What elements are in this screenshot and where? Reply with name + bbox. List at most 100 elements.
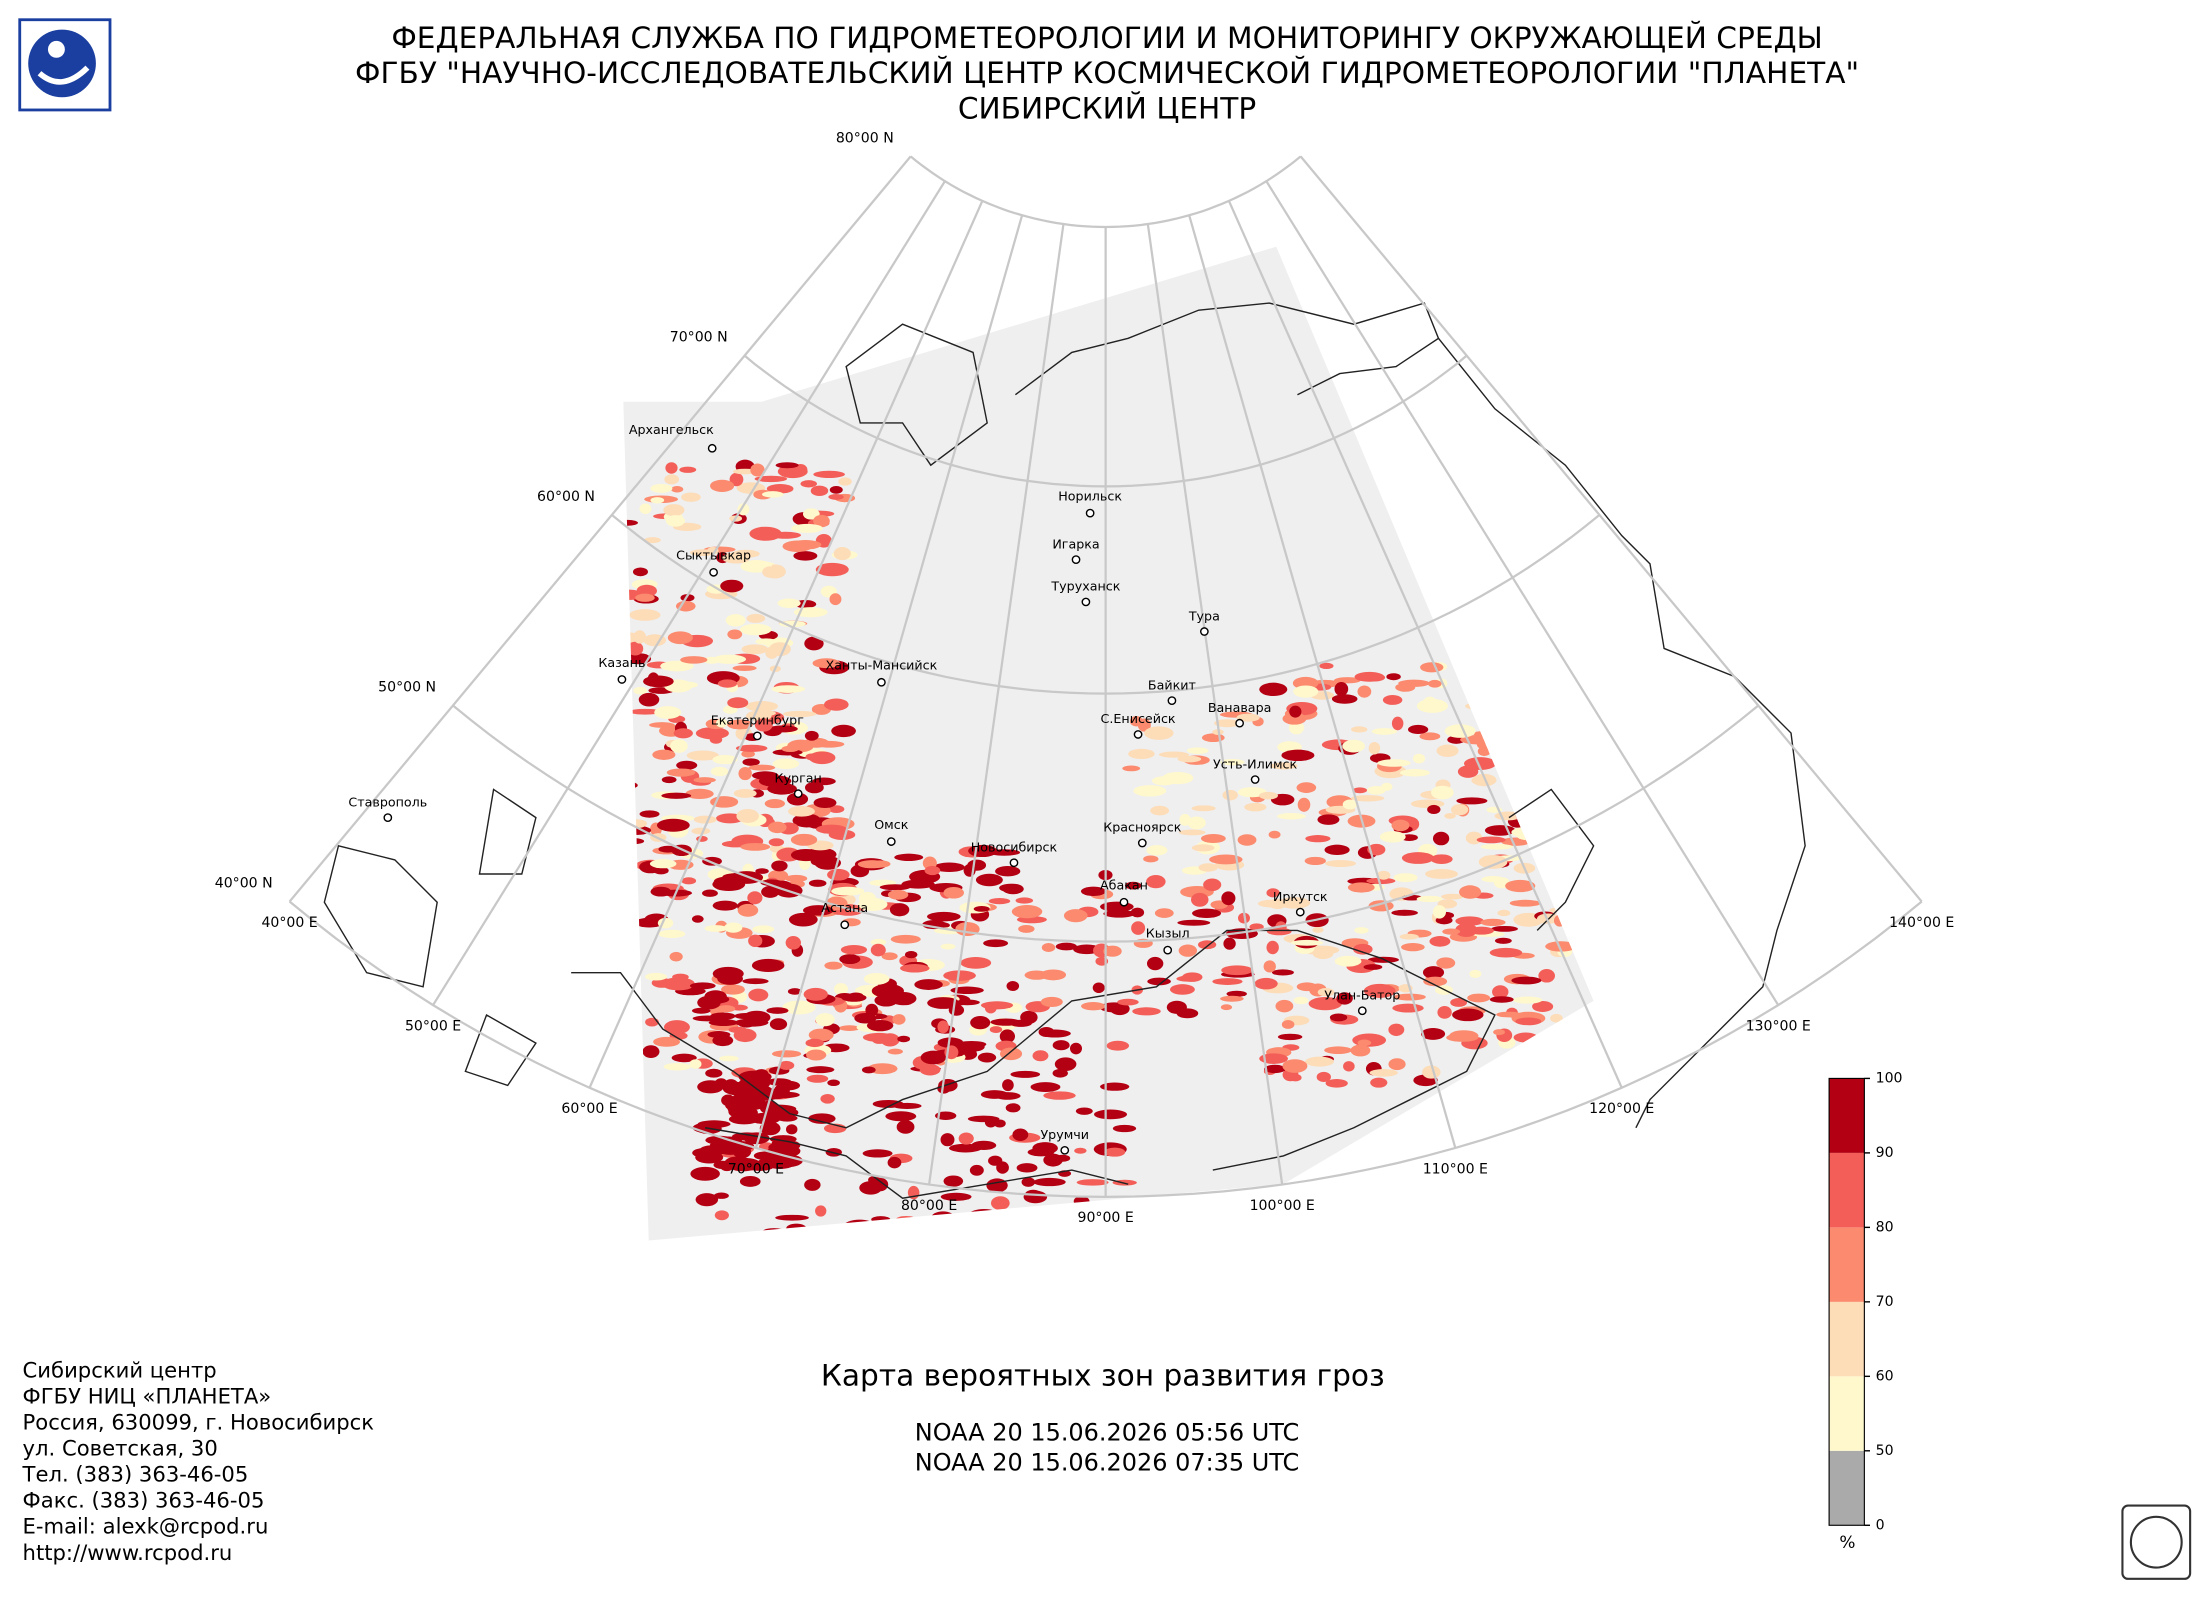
storm-cell bbox=[879, 884, 911, 891]
storm-cell bbox=[1410, 799, 1445, 809]
storm-cell bbox=[887, 1156, 902, 1169]
storm-cell bbox=[1040, 996, 1063, 1007]
storm-cell bbox=[806, 1066, 835, 1074]
storm-cell bbox=[1223, 937, 1236, 950]
storm-cell bbox=[712, 654, 747, 664]
storm-cell bbox=[1040, 969, 1067, 981]
meridian bbox=[1227, 200, 1623, 1089]
longitude-label: 60°00 E bbox=[561, 1101, 617, 1117]
storm-cell bbox=[1005, 1103, 1021, 1113]
storm-cell bbox=[900, 963, 930, 973]
storm-cell bbox=[983, 939, 1009, 948]
storm-cell bbox=[1336, 992, 1353, 1005]
storm-cell bbox=[623, 519, 638, 526]
storm-cell bbox=[1259, 1053, 1288, 1064]
latitude-label: 70°00 N bbox=[670, 330, 728, 346]
storm-cell bbox=[1388, 1023, 1405, 1036]
storm-cell bbox=[815, 562, 849, 577]
storm-cell bbox=[737, 903, 759, 917]
storm-cell bbox=[672, 973, 689, 981]
storm-cell bbox=[1455, 923, 1478, 938]
storm-cell bbox=[762, 491, 784, 498]
city-marker bbox=[1133, 730, 1143, 739]
storm-cell bbox=[1334, 955, 1362, 967]
storm-cell bbox=[1392, 1003, 1424, 1013]
storm-cell bbox=[704, 925, 728, 932]
storm-cell bbox=[1450, 998, 1468, 1007]
storm-cell bbox=[984, 1117, 997, 1128]
storm-cell bbox=[739, 623, 772, 636]
storm-cell bbox=[652, 749, 676, 760]
storm-cell bbox=[1131, 921, 1146, 935]
storm-cell bbox=[1032, 1142, 1058, 1155]
storm-cell bbox=[1377, 759, 1411, 767]
storm-cell bbox=[940, 943, 956, 950]
storm-cell bbox=[813, 740, 845, 748]
storm-cell bbox=[746, 613, 766, 623]
header-line: ФГБУ "НАУЧНО-ИССЛЕДОВАТЕЛЬСКИЙ ЦЕНТР КОС… bbox=[355, 55, 1859, 90]
storm-cell bbox=[1103, 909, 1136, 918]
meridian bbox=[927, 223, 1065, 1185]
storm-cell bbox=[1316, 1071, 1331, 1083]
city-marker bbox=[1119, 897, 1129, 907]
storm-cell bbox=[665, 462, 678, 474]
storm-cell bbox=[769, 1018, 788, 1031]
storm-cell bbox=[714, 1210, 729, 1221]
storm-cell bbox=[805, 1038, 824, 1048]
storm-cell bbox=[960, 957, 992, 969]
storm-cell bbox=[834, 983, 848, 995]
storm-cell bbox=[1081, 1002, 1106, 1011]
storm-cell bbox=[783, 710, 817, 718]
storm-cell bbox=[670, 486, 684, 493]
city-label: Омск bbox=[874, 817, 909, 832]
storm-cell bbox=[1471, 775, 1497, 786]
storm-cell bbox=[1452, 1008, 1484, 1022]
storm-cell bbox=[892, 1014, 906, 1025]
storm-cell bbox=[940, 1133, 955, 1147]
storm-cell bbox=[750, 463, 765, 477]
storm-cell bbox=[1442, 928, 1461, 935]
colorbar-label: 80 bbox=[1876, 1220, 1894, 1236]
city-marker bbox=[1060, 1145, 1070, 1155]
storm-cell bbox=[754, 710, 776, 717]
storm-cell bbox=[1334, 681, 1349, 697]
storm-cell bbox=[673, 728, 693, 739]
storm-cell bbox=[686, 750, 719, 761]
storm-cell bbox=[722, 552, 751, 564]
storm-cell bbox=[1366, 877, 1396, 885]
storm-cell bbox=[1369, 1069, 1398, 1077]
storm-cell bbox=[685, 788, 714, 799]
storm-cell bbox=[808, 1028, 834, 1042]
storm-cell bbox=[717, 679, 738, 688]
city-label: Иркутск bbox=[1273, 889, 1328, 904]
storm-cell bbox=[813, 514, 830, 528]
storm-cell bbox=[1176, 975, 1201, 982]
storm-cell bbox=[803, 987, 828, 1001]
storm-cell bbox=[728, 1026, 747, 1033]
city-label: Архангельск bbox=[629, 422, 714, 437]
city-label: Курган bbox=[775, 770, 822, 785]
storm-cell bbox=[1198, 863, 1218, 872]
city-label: Туруханск bbox=[1050, 579, 1120, 594]
storm-cell bbox=[827, 1079, 840, 1087]
storm-cell bbox=[815, 1205, 827, 1217]
storm-cell bbox=[635, 593, 655, 602]
colorbar-label: 0 bbox=[1876, 1518, 1885, 1534]
storm-cell bbox=[1011, 905, 1043, 919]
storm-cell bbox=[712, 755, 738, 765]
storm-cell bbox=[759, 1121, 781, 1136]
storm-cell bbox=[689, 1059, 702, 1069]
storm-cell bbox=[1432, 905, 1447, 919]
storm-cell bbox=[872, 985, 893, 996]
storm-cell bbox=[1176, 1008, 1199, 1019]
storm-cell bbox=[1401, 943, 1425, 952]
storm-cell bbox=[785, 1124, 798, 1135]
storm-cell bbox=[1075, 1107, 1093, 1115]
colorbar-label: 100 bbox=[1876, 1071, 1903, 1087]
storm-cell bbox=[724, 922, 743, 933]
storm-cell bbox=[1305, 835, 1331, 843]
storm-cell bbox=[885, 1111, 917, 1122]
storm-cell bbox=[752, 925, 775, 934]
storm-cell bbox=[1297, 797, 1311, 812]
storm-cell bbox=[680, 656, 708, 664]
